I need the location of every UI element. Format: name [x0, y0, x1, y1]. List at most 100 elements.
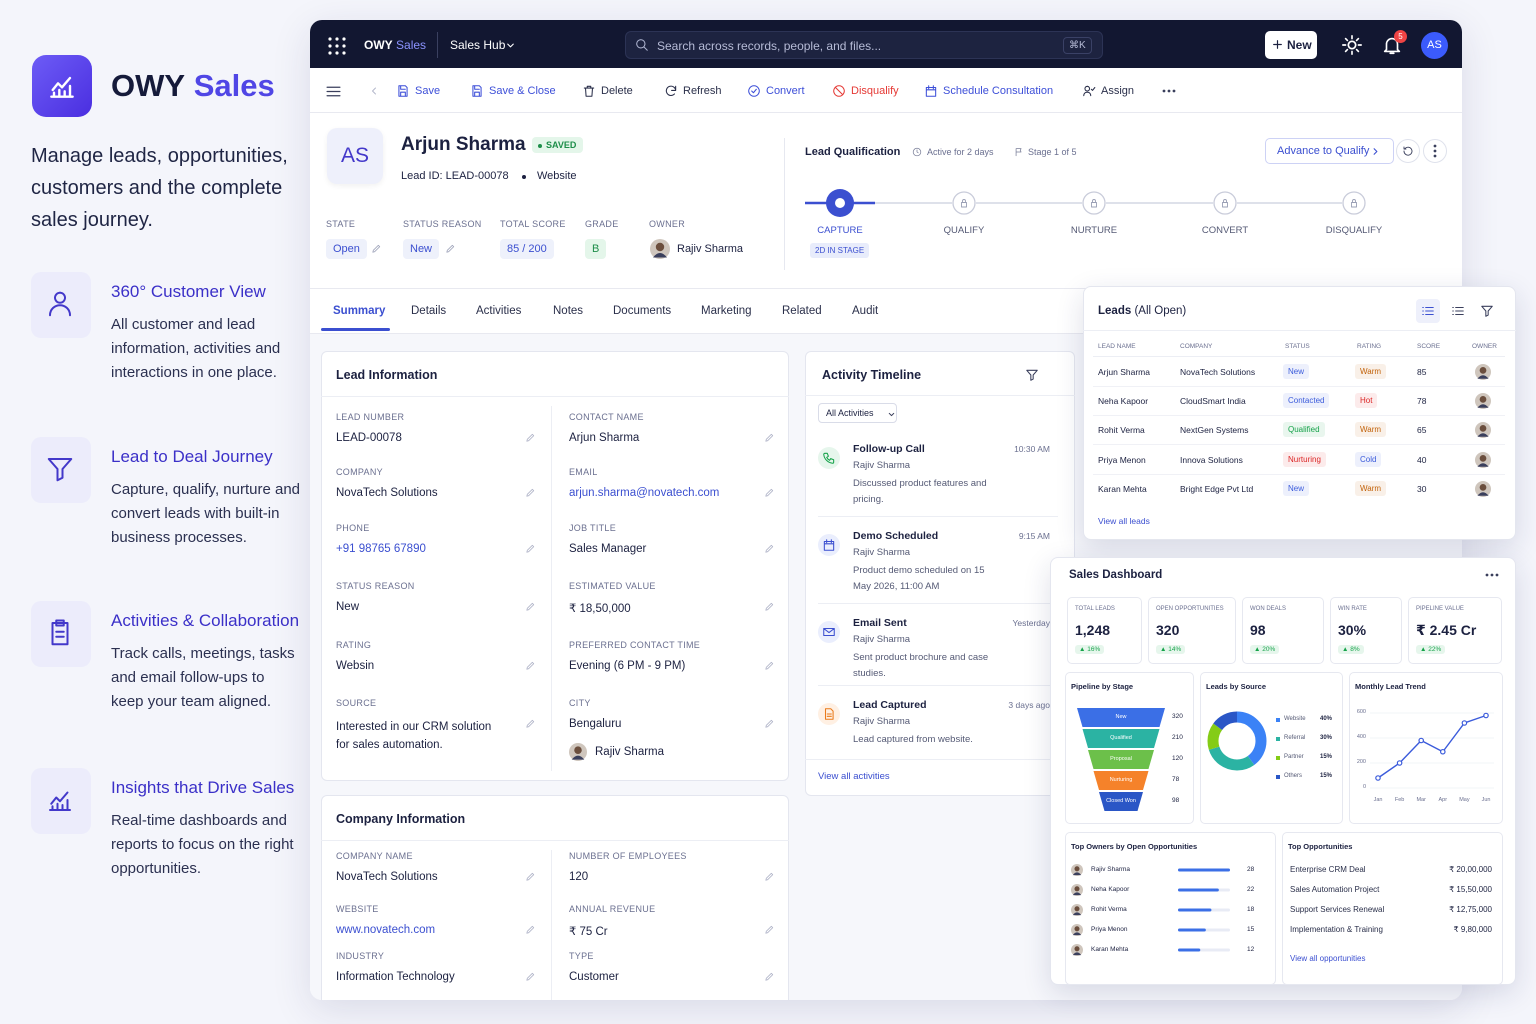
divider	[1093, 474, 1505, 475]
tab[interactable]: Notes	[553, 305, 584, 317]
icon	[765, 544, 774, 553]
new-button[interactable]: New	[1265, 31, 1317, 59]
divider	[1093, 386, 1505, 387]
avatar	[1071, 944, 1083, 956]
opportunity-name[interactable]: Support Services Renewal	[1290, 905, 1385, 914]
toolbar-button[interactable]: Save	[415, 85, 441, 97]
lead-company: NovaTech Solutions	[1180, 367, 1256, 377]
icon	[1452, 306, 1464, 316]
toolbar-button[interactable]: Save & Close	[489, 85, 556, 97]
status-chip: New	[1283, 364, 1310, 379]
icon	[765, 719, 774, 728]
chart-title: Top Opportunities	[1288, 842, 1353, 851]
owner-bar	[1178, 948, 1201, 952]
record-avatar: AS	[327, 128, 383, 184]
opportunity-name[interactable]: Implementation & Training	[1290, 925, 1383, 934]
icon-shape	[765, 544, 774, 553]
icon	[888, 412, 895, 417]
y-tick-label: 0	[1362, 784, 1366, 790]
divider	[321, 840, 789, 841]
icon-shape	[342, 37, 346, 41]
x-tick-label: Apr	[1438, 797, 1448, 803]
more-button[interactable]	[1423, 139, 1447, 163]
field-label: JOB TITLE	[569, 523, 617, 533]
history-button[interactable]	[1396, 139, 1420, 163]
chart-title: Top Owners by Open Opportunities	[1071, 842, 1198, 851]
icon	[1342, 35, 1362, 55]
more-icon	[1162, 89, 1176, 93]
opportunity-name[interactable]: Sales Automation Project	[1290, 885, 1380, 894]
search-box[interactable]: Search across records, people, and files…	[625, 31, 1103, 59]
owner-name: Rohit Verma	[1091, 906, 1127, 913]
icon-shape	[526, 602, 535, 611]
icon	[526, 925, 535, 934]
lead-name[interactable]: Neha Kapoor	[1098, 396, 1149, 406]
tab[interactable]: Marketing	[701, 305, 752, 317]
toolbar-button[interactable]: Delete	[601, 85, 633, 97]
divider	[437, 32, 438, 58]
field-value: ₹ 18,50,000	[569, 603, 631, 615]
view-all-link[interactable]: View all opportunities	[1290, 954, 1366, 963]
toolbar-button[interactable]: Schedule Consultation	[943, 85, 1054, 97]
owner-bar	[1178, 908, 1212, 912]
activity-title: Follow-up Call	[853, 443, 925, 455]
status-chip: Nurturing	[1283, 452, 1326, 467]
kpi-value: 98	[1250, 622, 1266, 638]
tab[interactable]: Activities	[476, 305, 522, 317]
activity-title: Demo Scheduled	[853, 530, 939, 542]
owner-value: 18	[1247, 906, 1255, 913]
field-label: EMAIL	[569, 467, 598, 477]
hub-switcher[interactable]: Sales Hub	[450, 38, 506, 52]
activity-person: Rajiv Sharma	[853, 716, 911, 727]
view-all-link[interactable]: View all activities	[818, 771, 890, 782]
kpi-change: ▲ 22%	[1416, 645, 1446, 654]
field-chip: B	[585, 239, 607, 259]
tab[interactable]: Related	[782, 305, 822, 317]
user-avatar[interactable]: AS	[1421, 32, 1448, 59]
toolbar-button[interactable]: Convert	[766, 85, 805, 97]
lead-score: 30	[1417, 484, 1427, 494]
legend-label: Website	[1284, 716, 1306, 722]
lead-name[interactable]: Arjun Sharma	[1098, 367, 1150, 377]
tab[interactable]: Documents	[613, 305, 672, 317]
lead-company: CloudSmart India	[1180, 396, 1246, 406]
icon-shape	[1479, 484, 1487, 491]
icon-shape	[748, 85, 760, 97]
toolbar-button[interactable]: Assign	[1101, 85, 1135, 97]
funnel-label: Nurturing	[1109, 777, 1133, 783]
y-tick-label: 200	[1356, 759, 1366, 765]
avatar	[1475, 422, 1491, 438]
field-label: GRADE	[585, 219, 619, 229]
feature-text: All customer and lead information, activ…	[111, 316, 281, 381]
field-value: Customer	[569, 971, 619, 983]
lead-name[interactable]: Priya Menon	[1098, 455, 1146, 465]
tab[interactable]: Audit	[852, 305, 879, 317]
lead-source: Website	[537, 170, 577, 182]
apps-icon	[328, 37, 346, 55]
icon-shape	[765, 433, 774, 442]
activity-filter[interactable]: All Activities	[818, 403, 897, 423]
tab[interactable]: Summary	[333, 305, 386, 317]
icon-shape	[342, 44, 346, 48]
lead-name[interactable]: Rohit Verma	[1098, 425, 1145, 435]
stage-label: CAPTURE	[817, 225, 863, 236]
kpi-card	[1067, 597, 1142, 664]
icon-shape	[1091, 199, 1097, 208]
icon-shape	[1222, 199, 1228, 208]
column-header: SCORE	[1417, 343, 1441, 350]
icon-shape	[1477, 404, 1489, 408]
icon-shape	[1433, 154, 1437, 158]
tab[interactable]: Details	[411, 305, 447, 317]
opportunity-name[interactable]: Enterprise CRM Deal	[1290, 865, 1366, 874]
lead-name[interactable]: Karan Mehta	[1098, 484, 1147, 494]
toolbar-button[interactable]: Refresh	[683, 85, 722, 97]
icon-shape	[1373, 148, 1378, 155]
icon	[823, 539, 835, 551]
advance-button[interactable]: Advance to Qualify	[1265, 138, 1395, 164]
legend-swatch	[1276, 718, 1280, 722]
icon-shape	[765, 719, 774, 728]
icon	[372, 87, 376, 95]
toolbar-button[interactable]: Disqualify	[851, 85, 899, 97]
field-label: CITY	[569, 698, 591, 708]
view-all-link[interactable]: View all leads	[1098, 516, 1150, 526]
